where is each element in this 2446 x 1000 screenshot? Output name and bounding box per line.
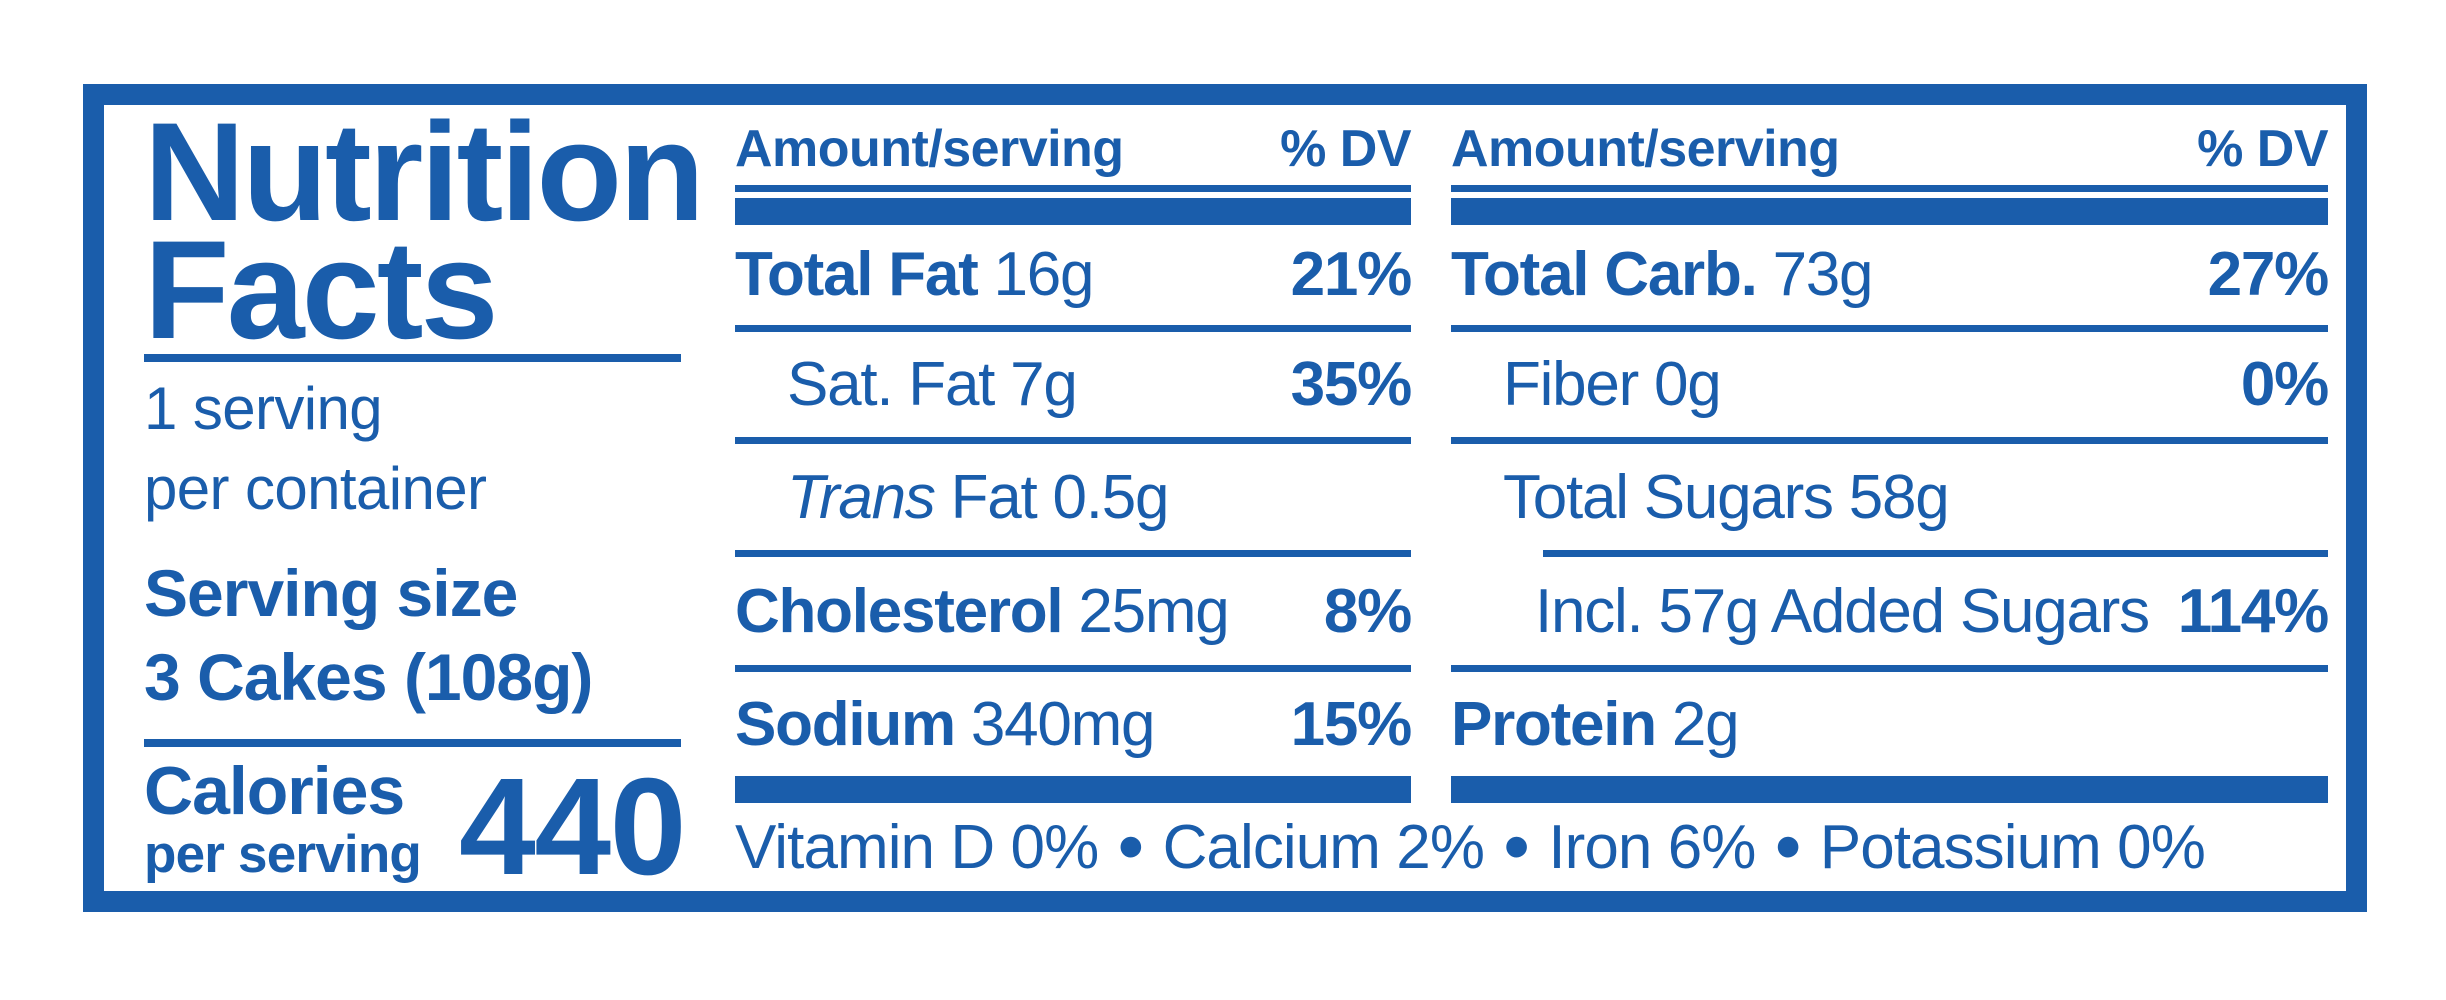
nutrient-value: Incl. 57g Added Sugars bbox=[1535, 576, 2150, 646]
micronutrient: Vitamin D 0% bbox=[735, 812, 1099, 882]
calories-value: 440 bbox=[458, 750, 686, 904]
nutrient-value: Trans bbox=[787, 462, 936, 532]
nutrient-amount: Sat. Fat 7g bbox=[787, 349, 1078, 420]
calories-sublabel: per serving bbox=[144, 825, 422, 884]
nutrient-amount: Total Sugars 58g bbox=[1503, 462, 1950, 533]
nutrient-row: Trans Fat 0.5g bbox=[735, 444, 1411, 550]
row-separator bbox=[735, 325, 1411, 332]
header-rule bbox=[735, 185, 1411, 192]
nutrient-amount: Incl. 57g Added Sugars bbox=[1535, 576, 2150, 647]
nutrient-dv-percent: 0% bbox=[2240, 350, 2329, 419]
nutrient-row: Incl. 57g Added Sugars 114% bbox=[1451, 557, 2329, 665]
summary-column: Nutrition Facts 1 serving per container … bbox=[144, 93, 705, 904]
column-header: Amount/serving % DV bbox=[735, 119, 1412, 179]
percent-dv-header: % DV bbox=[2197, 120, 2328, 178]
row-separator bbox=[1543, 550, 2328, 557]
nutrient-name: Total Fat bbox=[735, 239, 979, 309]
nutrient-row: Cholesterol 25mg 8% bbox=[735, 557, 1412, 665]
micronutrient-line: Vitamin D 0% • Calcium 2% • Iron 6% • Potassiu… bbox=[735, 807, 2206, 887]
nutrient-amount: Fiber 0g bbox=[1503, 349, 1722, 420]
nutrient-column-right: Amount/serving % DV Total Carb. 73g 27% Fi… bbox=[1451, 105, 2330, 891]
amount-per-serving-header: Amount/serving bbox=[735, 120, 1124, 178]
nutrient-column-left: Amount/serving % DV Total Fat 16g 21% Sat.… bbox=[735, 105, 1413, 891]
row-separator bbox=[1451, 665, 2328, 672]
nutrient-name: Cholesterol bbox=[735, 576, 1064, 646]
nutrient-value: 2g bbox=[1655, 689, 1740, 759]
nutrient-amount: Sodium 340mg bbox=[735, 689, 1156, 760]
nutrient-value: 25mg bbox=[1062, 576, 1229, 646]
serving-size-label: Serving size bbox=[144, 556, 518, 630]
nutrient-row: Sodium 340mg 15% bbox=[735, 672, 1413, 776]
panel-title: Nutrition Facts bbox=[144, 93, 705, 368]
nutrient-dv-percent: 8% bbox=[1323, 576, 1412, 646]
servings-per-container: 1 serving per container bbox=[144, 369, 487, 529]
nutrient-dv-percent: 15% bbox=[1290, 689, 1413, 759]
nutrient-value: 73g bbox=[1756, 239, 1874, 309]
column-bottom-bar bbox=[735, 776, 1411, 803]
amount-per-serving-header: Amount/serving bbox=[1451, 120, 1840, 178]
nutrition-facts-panel: Nutrition Facts 1 serving per container … bbox=[83, 84, 2367, 912]
row-separator bbox=[1451, 325, 2328, 332]
row-separator bbox=[735, 550, 1411, 557]
header-bar bbox=[1451, 198, 2328, 225]
column-bottom-bar bbox=[1451, 776, 2328, 803]
nutrient-value: Total Sugars 58g bbox=[1503, 462, 1950, 532]
servings-line1: 1 serving bbox=[144, 375, 383, 442]
nutrient-row: Sat. Fat 7g 35% bbox=[735, 332, 1413, 437]
nutrient-value: Sat. Fat 7g bbox=[787, 350, 1078, 419]
nutrient-dv-percent: 114% bbox=[2177, 576, 2329, 646]
serving-size-value: 3 Cakes (108g) bbox=[144, 640, 593, 714]
nutrient-dv-percent: 35% bbox=[1290, 350, 1413, 419]
row-separator bbox=[735, 437, 1411, 444]
header-bar bbox=[735, 198, 1411, 225]
micronutrient: Calcium 2% bbox=[1162, 812, 1485, 882]
row-separator bbox=[735, 665, 1411, 672]
nutrient-dv-percent: 21% bbox=[1290, 239, 1413, 309]
nutrient-amount: Total Fat 16g bbox=[735, 239, 1095, 310]
nutrient-amount: Protein 2g bbox=[1451, 689, 1740, 760]
serving-size-underline bbox=[144, 739, 681, 747]
calories-label: Calories bbox=[144, 753, 405, 829]
nutrient-row: Total Carb. 73g 27% bbox=[1451, 223, 2330, 325]
servings-line2: per container bbox=[144, 455, 487, 522]
nutrient-amount: Total Carb. 73g bbox=[1451, 239, 1874, 310]
calories-row: Calories per serving 440 bbox=[144, 750, 686, 904]
micronutrient: Potassium 0% bbox=[1819, 812, 2206, 882]
title-underline bbox=[144, 354, 681, 362]
nutrient-row: Total Sugars 58g bbox=[1451, 444, 2328, 550]
nutrient-name: Sodium bbox=[735, 689, 956, 759]
nutrient-row: Total Fat 16g 21% bbox=[735, 223, 1413, 325]
percent-dv-header: % DV bbox=[1280, 120, 1411, 178]
header-rule bbox=[1451, 185, 2328, 192]
serving-size: Serving size 3 Cakes (108g) bbox=[144, 551, 593, 719]
nutrient-value: Fiber 0g bbox=[1503, 350, 1722, 419]
nutrient-name: Total Carb. bbox=[1451, 239, 1758, 309]
micronutrient: Iron 6% bbox=[1548, 812, 1756, 882]
row-separator bbox=[1451, 437, 2328, 444]
nutrient-row: Fiber 0g 0% bbox=[1451, 332, 2329, 437]
nutrient-amount: Trans Fat 0.5g bbox=[787, 462, 1170, 533]
panel-title-line2: Facts bbox=[144, 211, 499, 368]
nutrient-row: Protein 2g bbox=[1451, 672, 2328, 776]
nutrient-value: 16g bbox=[977, 239, 1095, 309]
nutrient-value: 340mg bbox=[954, 689, 1156, 759]
column-header: Amount/serving % DV bbox=[1451, 119, 2329, 179]
nutrient-name: Protein bbox=[1451, 689, 1657, 759]
nutrient-amount: Cholesterol 25mg bbox=[735, 576, 1230, 647]
nutrient-value: Fat 0.5g bbox=[934, 462, 1170, 532]
nutrient-dv-percent: 27% bbox=[2207, 239, 2330, 309]
panel-title-line1: Nutrition bbox=[144, 93, 705, 250]
calories-label-block: Calories per serving bbox=[144, 753, 422, 884]
